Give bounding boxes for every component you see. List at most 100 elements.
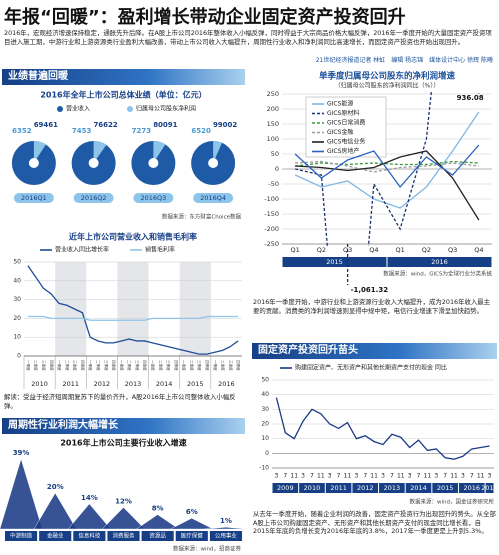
profit-wedge (33, 141, 46, 163)
y-tick-label: 50 (261, 377, 269, 384)
y-tick-label: -200 (264, 225, 279, 233)
x-tick-label: 一季度 (26, 360, 31, 371)
x-tick-label: 三季度 (73, 360, 78, 371)
revenue-label: 80091 (153, 121, 177, 129)
chart-title: 2016年全年上市公司总体业绩（单位：亿元） (40, 90, 206, 100)
x-tick-label: 三季度 (135, 360, 140, 371)
category-box (107, 531, 140, 541)
x-tick-label: Q2 (422, 246, 431, 254)
series-line (295, 150, 480, 221)
series-line (295, 160, 479, 167)
y-tick-label: -100 (264, 195, 279, 203)
x-tick-label: 11 (397, 473, 405, 480)
bar (204, 527, 247, 530)
year-label: 2016 (464, 484, 481, 492)
x-tick-label: 三季度 (41, 360, 46, 371)
year-label: 2011 (330, 484, 347, 492)
x-tick-label: 三季度 (228, 360, 233, 371)
y-tick-label: 40 (261, 391, 269, 398)
legend-label: GICS原材料 (327, 109, 359, 117)
x-tick-label: 11 (477, 473, 485, 480)
y-tick-label: 200 (267, 105, 279, 113)
note: 2016年一季度开始，中游行业和上游资源行业收入大幅提升，成为2016年收入最主… (253, 298, 491, 315)
legend-label: 销售毛利率 (145, 246, 175, 254)
year-band (117, 262, 149, 356)
x-tick-label: Q4 (474, 246, 483, 254)
year-bar (352, 483, 379, 493)
x-tick-label: 一季度 (88, 360, 93, 371)
x-tick-label: Q2 (317, 246, 326, 254)
legend-swatch (57, 106, 63, 112)
disc-hole (208, 158, 219, 168)
legend-label: GICS房地产 (327, 147, 359, 155)
x-tick-label: 7 (390, 473, 394, 480)
year-bar (405, 483, 432, 493)
section-header: 业绩普遍回暖 (2, 69, 245, 85)
series-line (294, 144, 480, 189)
series-line (27, 315, 239, 321)
year-bar (432, 483, 458, 493)
year-label: 2015 (326, 258, 343, 266)
source: 数据来源：东方财富Choice数据 (162, 213, 242, 221)
year-label: 2010 (304, 484, 321, 492)
profit-wedge (153, 141, 166, 163)
x-tick-label: 四季度 (236, 360, 241, 371)
year-bar (272, 483, 299, 493)
chart-title: 单季度归属母公司股东的净利润增速 (319, 71, 456, 82)
x-tick-label: 金融业 (47, 532, 64, 540)
profit-label: 7273 (132, 127, 152, 135)
category-pill (73, 193, 114, 203)
legend-swatch (127, 106, 133, 112)
year-bar (325, 483, 352, 493)
y-tick-label: 20 (261, 421, 269, 428)
x-tick-label: 3 (275, 473, 279, 480)
y-tick-label: 50 (271, 150, 279, 158)
x-tick-label: 11 (290, 473, 298, 480)
source: 数据来源：wind，GICS为全球行业分类系统 (383, 270, 492, 278)
y-tick-label: -50 (268, 180, 279, 188)
x-tick-label: 3 (488, 473, 492, 480)
year-label: 2015 (187, 380, 204, 388)
y-tick-label: 0 (265, 450, 269, 457)
category-box (141, 531, 174, 541)
y-tick-label: -250 (264, 240, 279, 248)
year-label: 2012 (94, 380, 111, 388)
x-tick-label: 一季度 (150, 360, 155, 371)
series-line (275, 397, 490, 460)
series-line (295, 160, 479, 173)
category-box (39, 531, 72, 541)
chart: 单季度归属母公司股东的净利润增速（归属母公司股东的净利润同比（%）） 2015 20… (264, 71, 492, 295)
legend-label: 购建固定资产、无形资产和其他长期资产支付的现金 同比 (295, 364, 447, 372)
data-label: 936.08 (457, 94, 484, 102)
chart: 2016年上市公司主要行业收入增速 39% 中游制造 20% 金融业 14% 信息科技 12%… (0, 438, 247, 553)
category-box (175, 531, 208, 541)
year-label: 2013 (384, 484, 401, 492)
category-box (5, 531, 38, 541)
year-label: 2013 (125, 380, 142, 388)
x-tick-label: 2016Q1 (21, 194, 47, 202)
bar (33, 492, 77, 530)
legend-label: GICS金融 (327, 128, 353, 136)
y-tick-label: 0 (17, 353, 21, 360)
x-tick-label: 四季度 (205, 360, 210, 371)
series-line (294, 111, 480, 209)
x-tick-label: 2016Q4 (200, 194, 226, 202)
source: 数据来源：wind，国金证券研究所 (409, 498, 494, 506)
year-label: 2009 (277, 484, 294, 492)
x-tick-label: Q1 (290, 246, 299, 254)
profit-label: 6352 (12, 127, 32, 135)
section-header: 周期性行业利润大幅增长 (2, 418, 245, 434)
x-tick-label: 二季度 (189, 360, 194, 371)
note: 解读：受益于经济短周期复苏下的量价齐升，A股2016年上市公司整体收入小幅反弹。 (4, 393, 236, 410)
profit-label: 7453 (72, 127, 92, 135)
revenue-label: 99002 (213, 121, 237, 129)
year-label: 2012 (357, 484, 374, 492)
x-tick-label: 公用事业 (215, 532, 238, 540)
x-tick-label: 7 (310, 473, 314, 480)
y-tick-label: 20 (13, 315, 21, 322)
year-label: 2016 (431, 258, 448, 266)
x-tick-label: Q4 (369, 246, 378, 254)
chart-subtitle: （归属母公司股东的净利润同比（%）） (335, 82, 440, 90)
profit-label: 6520 (191, 127, 211, 135)
